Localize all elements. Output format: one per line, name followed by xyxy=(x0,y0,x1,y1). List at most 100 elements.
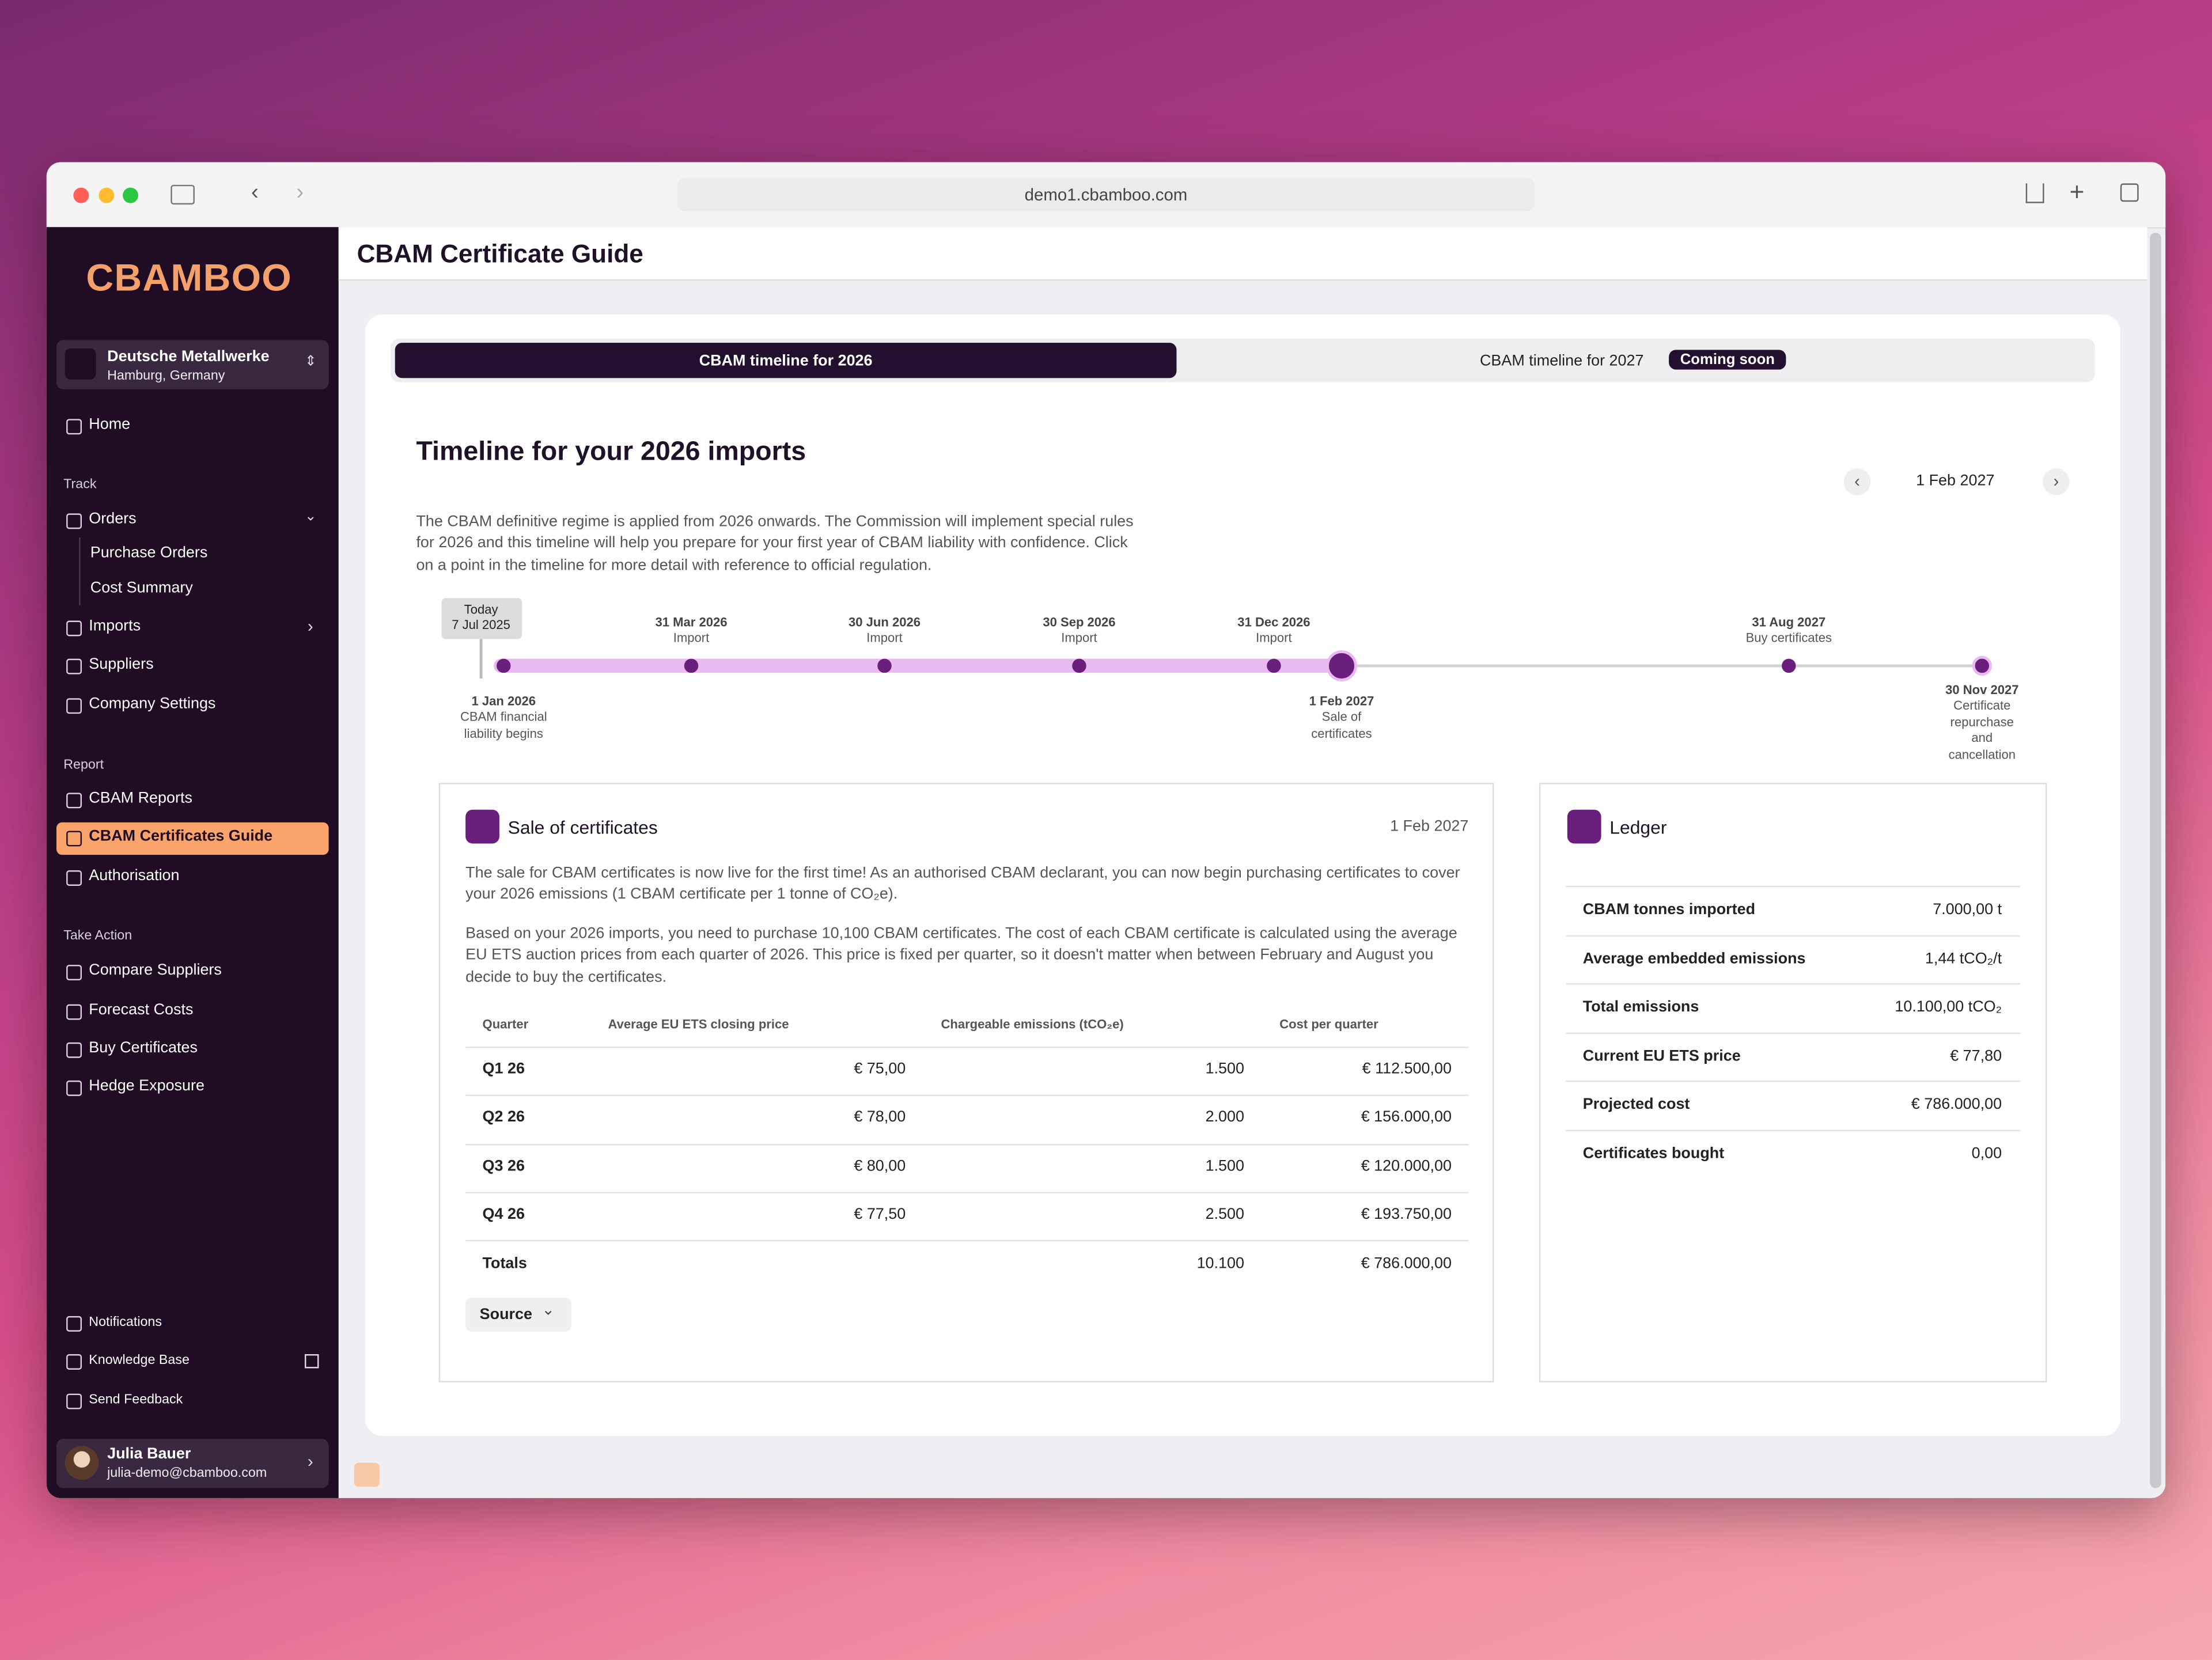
nav-item[interactable]: Cost Summary xyxy=(90,579,193,597)
window-button[interactable] xyxy=(73,187,89,203)
section-title: Report xyxy=(63,757,104,774)
table-cell: 2.500 xyxy=(1205,1206,1245,1223)
source-label[interactable]: Source xyxy=(479,1306,532,1324)
page-title: CBAM Certificate Guide xyxy=(357,240,643,268)
nav-item[interactable]: Company Settings xyxy=(89,695,216,712)
point-label: CBAM financial liability begins xyxy=(460,709,547,740)
user-email: julia-demo@cbamboo.com xyxy=(107,1465,267,1481)
detail-date: 1 Feb 2027 xyxy=(1390,818,1469,835)
tab-label[interactable]: CBAM timeline for 2026 xyxy=(699,353,873,370)
timeline-point[interactable] xyxy=(497,658,511,673)
table-cell: 1.500 xyxy=(1205,1060,1245,1078)
table-cell: Q4 26 xyxy=(482,1206,525,1223)
paragraph: Based on your 2026 imports, you need to … xyxy=(465,925,1457,986)
timeline-point[interactable] xyxy=(1782,658,1796,673)
row-divider xyxy=(1566,1080,2020,1082)
tabs-button[interactable] xyxy=(2120,183,2139,202)
nav-item[interactable]: CBAM Certificates Guide xyxy=(89,828,273,845)
nav-icon xyxy=(66,1316,82,1332)
forward-button[interactable]: › xyxy=(296,180,304,205)
today-box xyxy=(441,598,522,639)
footer-item[interactable]: Notifications xyxy=(89,1314,162,1331)
org-location: Hamburg, Germany xyxy=(107,368,225,384)
nav-item[interactable]: Home xyxy=(89,416,131,433)
nav-item[interactable]: Buy Certificates xyxy=(89,1039,198,1057)
nav-icon xyxy=(66,1004,82,1020)
organisation-switcher[interactable] xyxy=(56,340,329,389)
footer-item[interactable]: Knowledge Base xyxy=(89,1352,190,1369)
nav-item[interactable]: Orders xyxy=(89,510,137,528)
nav-icon xyxy=(66,965,82,981)
ledger-card xyxy=(1539,783,2047,1383)
totals-cell: € 786.000,00 xyxy=(1361,1255,1452,1272)
row-divider xyxy=(465,1094,1469,1096)
row-divider xyxy=(1566,983,2020,985)
user-card[interactable] xyxy=(56,1438,329,1488)
row-divider xyxy=(1566,1032,2020,1033)
table-cell: 1.500 xyxy=(1205,1158,1245,1176)
nav-item[interactable]: Purchase Orders xyxy=(90,544,208,562)
detail-icon xyxy=(465,809,499,844)
window-button[interactable] xyxy=(123,187,139,203)
timeline-point[interactable] xyxy=(1972,655,1992,676)
nav-item[interactable]: Authorisation xyxy=(89,867,180,885)
address-bar[interactable] xyxy=(677,177,1535,212)
ledger-label: CBAM tonnes imported xyxy=(1582,901,1756,919)
timeline-point[interactable] xyxy=(1326,650,1357,681)
nav-item[interactable]: Imports xyxy=(89,617,141,635)
collapse-button[interactable] xyxy=(354,1462,380,1487)
chevron-right: › xyxy=(307,1451,313,1472)
point-label: Import xyxy=(673,630,710,645)
tab-active[interactable] xyxy=(395,343,1177,378)
source-button[interactable] xyxy=(465,1298,571,1332)
timeline-point[interactable] xyxy=(1267,658,1281,673)
next-button[interactable]: › xyxy=(2043,468,2070,495)
nav-item[interactable]: CBAM Reports xyxy=(89,790,192,807)
chevron-down: ⌄ xyxy=(541,1302,555,1319)
table-header: Chargeable emissions (tCO₂e) xyxy=(941,1017,1124,1032)
new-tab-button[interactable]: + xyxy=(2069,177,2085,206)
timeline-point[interactable] xyxy=(877,658,892,673)
nav-item[interactable]: Forecast Costs xyxy=(89,1001,194,1019)
nav-icon xyxy=(66,620,82,636)
nav-item[interactable]: Compare Suppliers xyxy=(89,962,222,979)
nav-item[interactable]: Suppliers xyxy=(89,655,154,673)
paragraph: The sale for CBAM certificates is now li… xyxy=(465,865,1460,904)
table-cell: € 80,00 xyxy=(854,1158,906,1176)
table-cell: 2.000 xyxy=(1205,1108,1245,1126)
tab-label[interactable]: CBAM timeline for 2027 xyxy=(1479,353,1644,370)
nav-item[interactable]: Hedge Exposure xyxy=(89,1078,204,1095)
nav-icon xyxy=(66,870,82,886)
track xyxy=(1341,664,1982,668)
chevron-down: ⌄ xyxy=(304,509,317,525)
table-cell: € 156.000,00 xyxy=(1361,1108,1452,1126)
footer-item[interactable]: Send Feedback xyxy=(89,1392,183,1408)
timeline-point[interactable] xyxy=(1072,658,1086,673)
point-label: Sale of certificates xyxy=(1311,709,1372,740)
back-button[interactable]: ‹ xyxy=(251,180,259,205)
table-cell: € 78,00 xyxy=(854,1108,906,1126)
sidebar-toggle[interactable] xyxy=(171,184,195,205)
share-button[interactable] xyxy=(2025,183,2044,203)
nav-icon xyxy=(66,513,82,529)
ledger-value: 0,00 xyxy=(1971,1144,2002,1162)
table-cell: Q1 26 xyxy=(482,1060,525,1078)
row-divider xyxy=(465,1240,1469,1242)
external-icon xyxy=(304,1354,319,1369)
nav-icon xyxy=(66,1393,82,1409)
ledger-label: Total emissions xyxy=(1582,998,1699,1016)
totals-cell: 10.100 xyxy=(1196,1255,1245,1272)
ledger-value: € 77,80 xyxy=(1950,1047,2002,1064)
prev-button[interactable]: ‹ xyxy=(1843,468,1871,495)
ledger-value: € 786.000,00 xyxy=(1911,1096,2002,1113)
page-header xyxy=(338,227,2147,281)
user-name: Julia Bauer xyxy=(107,1446,191,1463)
timeline-point[interactable] xyxy=(684,658,699,673)
nav-icon xyxy=(66,698,82,714)
point-label: Certificate repurchase and cancellation xyxy=(1948,698,2016,761)
window-button[interactable] xyxy=(99,187,115,203)
avatar xyxy=(65,1446,99,1480)
today-label: Today xyxy=(464,602,498,617)
row-divider xyxy=(465,1047,1469,1048)
